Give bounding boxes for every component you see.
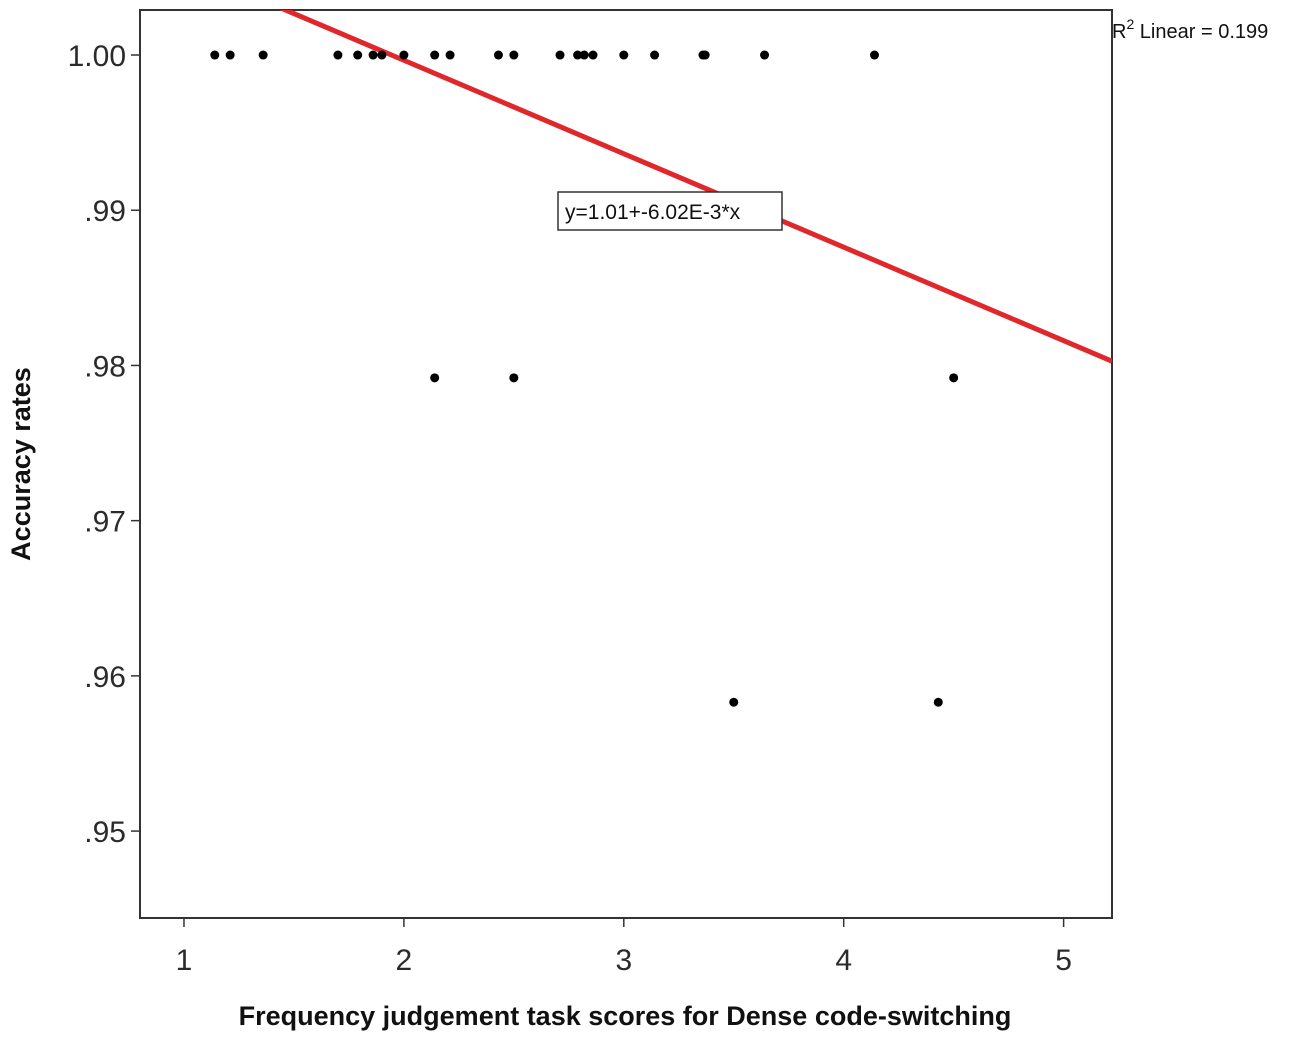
data-point: [869, 50, 879, 60]
data-point: [353, 50, 363, 60]
fit-line: [279, 10, 1112, 364]
fit-line-group: [279, 10, 1112, 364]
data-point: [509, 50, 519, 60]
data-point: [555, 50, 565, 60]
x-tick-label: 4: [835, 944, 852, 977]
data-point: [368, 50, 378, 60]
x-tick-label: 2: [396, 944, 413, 977]
data-point: [729, 697, 739, 707]
y-tick-label: .98: [84, 350, 126, 383]
fit-equation-label: y=1.01+-6.02E-3*x: [565, 201, 741, 224]
x-tick-label: 1: [176, 944, 193, 977]
data-point: [579, 50, 589, 60]
data-point: [399, 50, 409, 60]
data-point: [509, 373, 519, 383]
r-squared-text: Linear = 0.199: [1134, 21, 1268, 43]
data-point: [493, 50, 503, 60]
data-point: [430, 373, 440, 383]
data-point: [445, 50, 455, 60]
data-point: [650, 50, 660, 60]
x-tick-label: 5: [1055, 944, 1072, 977]
fit-equation-box: y=1.01+-6.02E-3*x: [557, 191, 783, 231]
y-tick-label: 1.00: [68, 40, 126, 73]
data-point: [933, 697, 943, 707]
y-tick-label: .95: [84, 816, 126, 849]
y-axis-title: Accuracy rates: [6, 367, 36, 561]
x-axis-title: Frequency judgement task scores for Dens…: [239, 1001, 1012, 1031]
r-squared-prefix: R: [1112, 21, 1126, 43]
data-point: [225, 50, 235, 60]
plot-area: [139, 9, 1113, 919]
data-point: [700, 50, 710, 60]
data-point: [333, 50, 343, 60]
data-point: [430, 50, 440, 60]
data-point: [258, 50, 268, 60]
data-point: [573, 50, 583, 60]
r-squared-label: R2 Linear = 0.199: [1112, 16, 1268, 43]
data-point: [760, 50, 770, 60]
fit-equation-frame: [557, 191, 783, 231]
data-point: [377, 50, 387, 60]
data-point: [210, 50, 220, 60]
data-points: [210, 50, 959, 707]
data-point: [619, 50, 629, 60]
y-tick-label: .96: [84, 661, 126, 694]
y-tick-label: .97: [84, 506, 126, 539]
r-squared-superscript: 2: [1126, 16, 1134, 32]
x-tick-label: 3: [615, 944, 632, 977]
data-point: [949, 373, 959, 383]
y-tick-label: .99: [84, 195, 126, 228]
axis-ticks: 1 2 3 4 5 .95 .96 .97 .98 .99 1.00: [68, 40, 1072, 977]
data-point: [588, 50, 598, 60]
